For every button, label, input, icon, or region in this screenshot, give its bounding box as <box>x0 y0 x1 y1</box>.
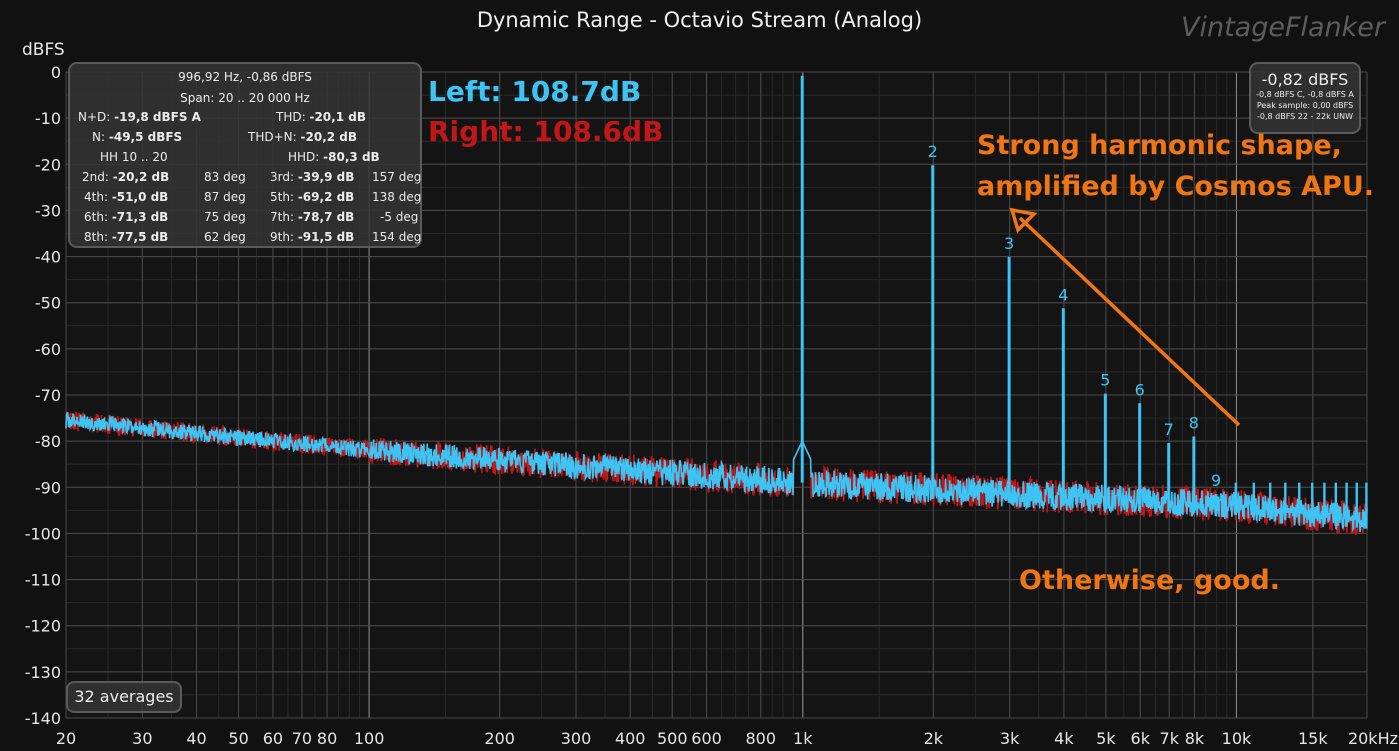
y-tick-label: -80 <box>35 432 61 451</box>
y-axis-unit-label: dBFS <box>22 40 65 60</box>
watermark: VintageFlanker <box>1180 12 1385 43</box>
legend-right-channel: Right: 108.6dB <box>428 115 664 148</box>
thdn-value: -20,2 dB <box>300 130 358 144</box>
peak-detail-1: -0,8 dBFS C, -0,8 dBFS A <box>1256 90 1354 99</box>
chart-title: Dynamic Range - Octavio Stream (Analog) <box>476 8 923 32</box>
thd-value: -20,1 dB <box>309 110 366 124</box>
y-tick-label: -50 <box>35 294 61 313</box>
annotation-line-2: amplified by Cosmos APU. <box>977 171 1375 202</box>
harmonic-label: 2 <box>928 142 938 161</box>
peak-level-panel: -0,82 dBFS -0,8 dBFS C, -0,8 dBFS A Peak… <box>1249 62 1361 134</box>
peak-detail-3: -0,8 dBFS 22 - 22k UNW <box>1256 112 1354 121</box>
harmonic-6th-phase: 75 deg <box>204 210 246 224</box>
harmonic-5th: 5th: -69,2 dB <box>270 190 355 204</box>
harmonic-7th-phase: -5 deg <box>380 210 419 224</box>
hhd-value: -80,3 dB <box>323 150 380 164</box>
x-tick-label: 7k <box>1160 729 1180 748</box>
x-tick-label: 100 <box>354 729 385 748</box>
y-tick-label: -140 <box>25 709 61 728</box>
y-tick-label: -130 <box>25 663 61 682</box>
y-tick-label: -40 <box>35 248 61 267</box>
harmonic-label: 8 <box>1189 414 1199 433</box>
harmonic-4th: 4th: -51,0 dB <box>84 190 169 204</box>
x-tick-label: 30 <box>132 729 152 748</box>
harmonic-2nd-phase: 83 deg <box>204 170 246 184</box>
thdn-label: THD+N: -20,2 dB <box>248 130 358 144</box>
x-tick-label: 4k <box>1054 729 1074 748</box>
harmonic-2nd: 2nd: -20,2 dB <box>82 170 170 184</box>
harmonic-6th: 6th: -71,3 dB <box>84 210 169 224</box>
harmonic-4th-phase: 87 deg <box>204 190 246 204</box>
measurement-panel: 996,92 Hz, -0,86 dBFS Span: 20 .. 20 000… <box>68 62 422 248</box>
harmonic-label: 6 <box>1135 380 1145 399</box>
left-channel-noise-trace <box>65 411 1368 533</box>
x-tick-label: 60 <box>263 729 283 748</box>
y-tick-label: 0 <box>51 63 61 82</box>
harmonic-9th-phase: 154 deg <box>372 230 422 244</box>
x-tick-label: 400 <box>615 729 646 748</box>
x-tick-label: 3k <box>1000 729 1020 748</box>
x-tick-label: 20 <box>56 729 76 748</box>
y-tick-label: -120 <box>25 617 61 636</box>
x-tick-label: 40 <box>186 729 206 748</box>
x-tick-label: 6k <box>1131 729 1151 748</box>
x-tick-label: 200 <box>484 729 515 748</box>
x-tick-label: 300 <box>561 729 592 748</box>
y-tick-label: -30 <box>35 201 61 220</box>
x-tick-label: 10k <box>1222 729 1252 748</box>
peak-level-value: -0,82 dBFS <box>1261 70 1349 89</box>
annotation-arrow-shaft <box>1018 216 1241 427</box>
y-tick-label: -70 <box>35 386 61 405</box>
y-tick-label: -100 <box>25 524 61 543</box>
x-tick-label: 800 <box>745 729 776 748</box>
x-tick-label: 5k <box>1096 729 1116 748</box>
annotation-line-3: Otherwise, good. <box>1019 565 1280 596</box>
harmonic-3rd: 3rd: -39,9 dB <box>270 170 355 184</box>
x-tick-label: 80 <box>317 729 337 748</box>
x-tick-label: 20kHz <box>1348 729 1398 748</box>
hh-range-label: HH 10 .. 20 <box>100 150 168 164</box>
span-readout: Span: 20 .. 20 000 Hz <box>180 91 310 105</box>
harmonic-label: 3 <box>1004 234 1014 253</box>
harmonic-8th: 8th: -77,5 dB <box>84 230 169 244</box>
harmonic-5th-phase: 138 deg <box>372 190 422 204</box>
x-tick-label: 8k <box>1185 729 1205 748</box>
ndn-label: N+D: -19,8 dBFS A <box>78 110 201 124</box>
legend-left-channel: Left: 108.7dB <box>428 75 642 108</box>
x-tick-label: 600 <box>691 729 722 748</box>
x-tick-label: 50 <box>228 729 248 748</box>
harmonic-8th-phase: 62 deg <box>204 230 246 244</box>
thd-label: THD: -20,1 dB <box>276 110 366 124</box>
y-tick-label: -60 <box>35 340 61 359</box>
harmonic-label: 5 <box>1100 371 1110 390</box>
measurement-header: 996,92 Hz, -0,86 dBFS <box>178 70 312 84</box>
harmonic-3rd-phase: 157 deg <box>372 170 422 184</box>
y-tick-label: -10 <box>35 109 61 128</box>
averages-button[interactable]: 32 averages <box>66 681 182 713</box>
y-tick-label: -90 <box>35 478 61 497</box>
y-tick-label: -110 <box>25 571 61 590</box>
x-tick-label: 2k <box>924 729 944 748</box>
x-tick-label: 500 <box>657 729 688 748</box>
ndn-value: -19,8 dBFS A <box>114 110 201 124</box>
harmonic-9th: 9th: -91,5 dB <box>270 230 355 244</box>
harmonic-label: 9 <box>1211 471 1221 490</box>
x-tick-label: 15k <box>1298 729 1328 748</box>
noise-label: N: -49,5 dBFS <box>92 130 183 144</box>
x-tick-label: 1k <box>793 729 813 748</box>
annotation-arrow-head <box>1009 207 1038 234</box>
harmonic-7th: 7th: -78,7 dB <box>270 210 355 224</box>
y-tick-label: -20 <box>35 155 61 174</box>
harmonic-label: 7 <box>1164 420 1174 439</box>
peak-detail-2: Peak sample: 0,00 dBFS <box>1256 101 1354 110</box>
noise-value: -49,5 dBFS <box>108 130 183 144</box>
annotation-line-1: Strong harmonic shape, <box>977 130 1342 161</box>
x-tick-label: 70 <box>292 729 312 748</box>
harmonic-label: 4 <box>1058 285 1068 304</box>
hhd-label: HHD: -80,3 dB <box>288 150 380 164</box>
